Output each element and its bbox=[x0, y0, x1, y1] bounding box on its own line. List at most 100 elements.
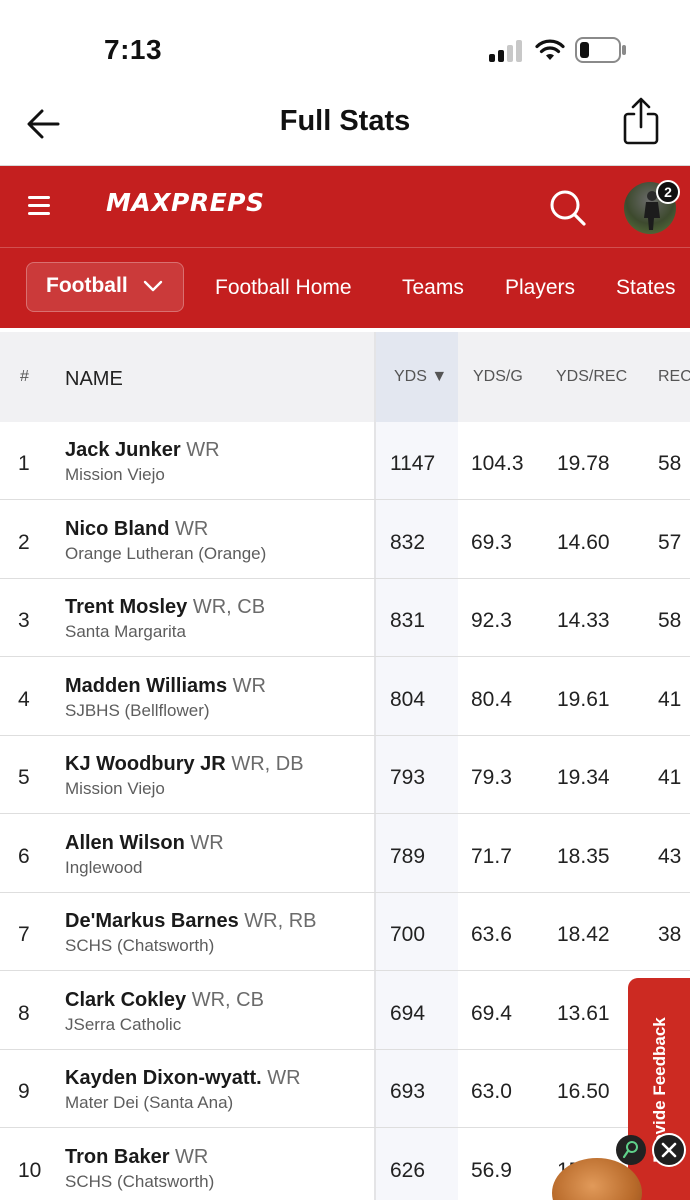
player-name: De'Markus Barnes bbox=[65, 910, 239, 932]
rank-cell: 9 bbox=[18, 1080, 30, 1103]
player-name-link[interactable]: Trent Mosley WR, CB bbox=[65, 596, 265, 619]
table-row[interactable]: 5 793 79.3 19.34 41 KJ Woodbury JR WR, DB Miss… bbox=[0, 736, 690, 814]
yds-per-rec-cell: 18.35 bbox=[557, 844, 610, 868]
table-row[interactable]: 4 804 80.4 19.61 41 Madden Williams WR SJBHS (… bbox=[0, 658, 690, 736]
rank-cell: 5 bbox=[18, 766, 30, 789]
yds-cell: 789 bbox=[390, 844, 426, 868]
player-name: Kayden Dixon-wyatt. bbox=[65, 1067, 262, 1089]
header-rec[interactable]: REC bbox=[658, 368, 690, 385]
yds-per-rec-cell: 19.61 bbox=[557, 687, 610, 711]
player-position: WR bbox=[190, 831, 224, 854]
player-name-link[interactable]: Jack Junker WR bbox=[65, 439, 220, 462]
player-name-link[interactable]: De'Markus Barnes WR, RB bbox=[65, 910, 317, 933]
player-position: WR bbox=[232, 674, 266, 697]
yds-cell: 831 bbox=[390, 609, 426, 632]
battery-icon bbox=[575, 37, 626, 63]
header-yds[interactable]: YDS ▼ bbox=[394, 368, 448, 385]
back-arrow-icon[interactable] bbox=[22, 102, 66, 146]
yds-per-game-cell: 56.9 bbox=[471, 1158, 512, 1182]
player-position: WR, CB bbox=[191, 988, 264, 1011]
yds-cell: 626 bbox=[390, 1158, 426, 1182]
table-row[interactable]: 3 831 92.3 14.33 58 Trent Mosley WR, CB Santa … bbox=[0, 579, 690, 657]
search-icon[interactable] bbox=[546, 186, 590, 230]
table-header: # NAME bbox=[0, 332, 690, 422]
yds-per-rec-cell: 18.42 bbox=[557, 923, 610, 946]
sorted-column-highlight bbox=[376, 332, 458, 1200]
table-row[interactable]: 2 832 69.3 14.60 57 Nico Bland WR Orange Luthe… bbox=[0, 501, 690, 579]
player-name-link[interactable]: Tron Baker WR bbox=[65, 1146, 208, 1169]
wifi-icon bbox=[535, 39, 565, 60]
ad-info-icon[interactable] bbox=[616, 1135, 646, 1165]
player-name-link[interactable]: Nico Bland WR bbox=[65, 518, 208, 541]
yds-cell: 700 bbox=[390, 923, 426, 946]
yds-per-game-cell: 69.4 bbox=[471, 1001, 512, 1025]
rec-cell: 41 bbox=[658, 766, 682, 789]
player-name: Madden Williams bbox=[65, 674, 228, 697]
player-school: SCHS (Chatsworth) bbox=[65, 1171, 215, 1191]
table-row[interactable]: 9 693 63.0 16.50 Kayden Dixon-wyatt. WR Mater… bbox=[0, 1050, 690, 1128]
rank-cell: 4 bbox=[18, 687, 30, 711]
player-position: WR, DB bbox=[231, 753, 304, 775]
maxpreps-logo[interactable]: MAXPREPS bbox=[106, 188, 265, 217]
rank-cell: 6 bbox=[18, 844, 30, 868]
yds-cell: 1147 bbox=[390, 452, 436, 475]
tab-teams[interactable]: Teams bbox=[402, 276, 464, 299]
player-school: Inglewood bbox=[65, 857, 143, 877]
stats-table: # NAME YDS ▼ YDS/G YDS/REC REC 1 1147 104.… bbox=[0, 328, 690, 1200]
yds-cell: 832 bbox=[390, 530, 426, 554]
player-position: WR bbox=[267, 1067, 301, 1089]
close-ad-icon[interactable] bbox=[652, 1133, 686, 1167]
table-row[interactable]: 6 789 71.7 18.35 43 Allen Wilson WR Inglewood bbox=[0, 815, 690, 893]
yds-cell: 793 bbox=[390, 766, 426, 789]
player-position: WR bbox=[175, 517, 209, 540]
player-name-link[interactable]: Allen Wilson WR bbox=[65, 832, 224, 855]
header-yds-per-game[interactable]: YDS/G bbox=[473, 368, 523, 385]
player-school: Santa Margarita bbox=[65, 622, 186, 641]
table-row[interactable]: 7 700 63.6 18.42 38 De'Markus Barnes WR, RB SC… bbox=[0, 893, 690, 971]
yds-per-game-cell: 63.0 bbox=[471, 1080, 512, 1103]
player-position: WR, CB bbox=[192, 596, 266, 618]
sport-nav: Football Football Home Teams Players Sta… bbox=[0, 248, 690, 328]
player-name: Clark Cokley bbox=[65, 988, 187, 1011]
rank-cell: 2 bbox=[18, 530, 30, 554]
yds-cell: 804 bbox=[390, 687, 426, 711]
tab-football-home[interactable]: Football Home bbox=[215, 276, 352, 299]
yds-per-game-cell: 63.6 bbox=[471, 923, 512, 946]
notification-badge: 2 bbox=[656, 180, 680, 204]
table-row[interactable]: 1 1147 104.3 19.78 58 Jack Junker WR Mission V… bbox=[0, 422, 690, 500]
player-name: Jack Junker bbox=[65, 439, 181, 461]
table-row[interactable]: 8 694 69.4 13.61 Clark Cokley WR, CB JSerra C… bbox=[0, 972, 690, 1050]
player-name-link[interactable]: Kayden Dixon-wyatt. WR bbox=[65, 1067, 301, 1090]
header-top-bar: MAXPREPS bbox=[0, 166, 690, 248]
tab-states[interactable]: States bbox=[616, 276, 676, 299]
page-title: Full Stats bbox=[279, 105, 411, 137]
yds-per-game-cell: 79.3 bbox=[471, 766, 512, 789]
sorted-header-highlight bbox=[376, 332, 458, 422]
rec-cell: 58 bbox=[658, 609, 682, 632]
player-school: JSerra Catholic bbox=[65, 1014, 182, 1034]
header-yds-per-rec[interactable]: YDS/REC bbox=[556, 368, 628, 385]
player-school: Orange Lutheran (Orange) bbox=[65, 543, 267, 563]
chevron-down-icon bbox=[143, 280, 163, 292]
player-name-link[interactable]: Clark Cokley WR, CB bbox=[65, 989, 264, 1012]
yds-per-game-cell: 80.4 bbox=[471, 687, 512, 711]
player-name: KJ Woodbury JR bbox=[65, 753, 226, 775]
hamburger-menu-icon[interactable] bbox=[26, 192, 56, 218]
header-name[interactable]: NAME bbox=[65, 368, 123, 390]
player-name-link[interactable]: Madden Williams WR bbox=[65, 675, 266, 698]
site-header: MAXPREPS Football Football Home Teams Pl… bbox=[0, 166, 690, 328]
column-divider bbox=[374, 332, 376, 1200]
player-name-link[interactable]: KJ Woodbury JR WR, DB bbox=[65, 753, 304, 776]
sport-dropdown[interactable]: Football bbox=[26, 262, 184, 312]
player-position: WR bbox=[186, 439, 220, 461]
share-icon[interactable] bbox=[620, 96, 662, 146]
tab-players[interactable]: Players bbox=[505, 276, 576, 299]
rank-cell: 10 bbox=[18, 1158, 42, 1182]
navigation-bar: Full Stats bbox=[0, 90, 690, 166]
yds-cell: 693 bbox=[390, 1080, 426, 1103]
rank-cell: 1 bbox=[18, 452, 30, 475]
rank-cell: 8 bbox=[18, 1001, 30, 1025]
yds-per-rec-cell: 13.61 bbox=[557, 1001, 610, 1025]
cellular-signal-icon bbox=[489, 40, 525, 62]
